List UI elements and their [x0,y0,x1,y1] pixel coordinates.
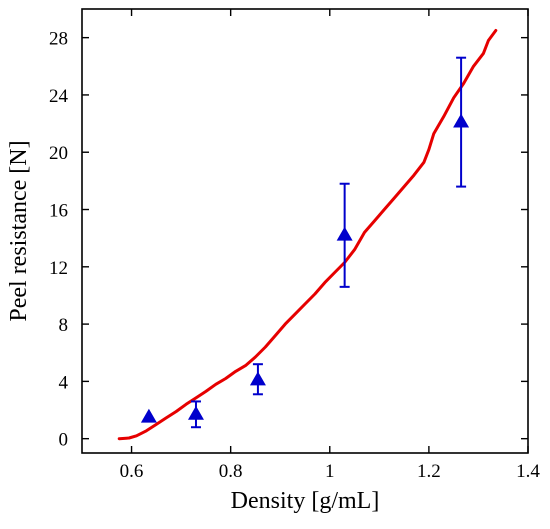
data-point-triangle [140,408,157,423]
data-point-triangle [336,226,353,241]
y-tick-label: 24 [49,86,69,107]
x-tick-label: 0.8 [219,461,243,482]
y-tick-label: 20 [49,143,68,164]
data-point-triangle [187,405,204,420]
x-tick-label: 1 [325,461,335,482]
y-axis-title: Peel resistance [N] [6,140,32,321]
x-tick-label: 1.4 [516,461,540,482]
data-point-triangle [249,371,266,386]
data-points-layer [140,56,470,429]
plot-frame [81,8,529,454]
y-tick-label: 16 [49,201,68,222]
data-point-triangle [453,113,470,128]
x-tick-label: 1.2 [417,461,441,482]
y-tick-label: 4 [59,372,69,393]
x-tick-label: 0.6 [120,461,144,482]
model-curve-layer [117,29,498,441]
y-tick-label: 12 [49,258,68,279]
axis-ticks: 0.6 0.8 1 1.2 1.4 0 4 8 12 16 20 24 28 [49,9,540,482]
y-tick-label: 28 [49,29,68,50]
x-axis-title: Density [g/mL] [231,488,380,514]
y-tick-label: 0 [59,430,69,451]
model-curve [117,29,498,441]
y-tick-label: 8 [59,315,69,336]
